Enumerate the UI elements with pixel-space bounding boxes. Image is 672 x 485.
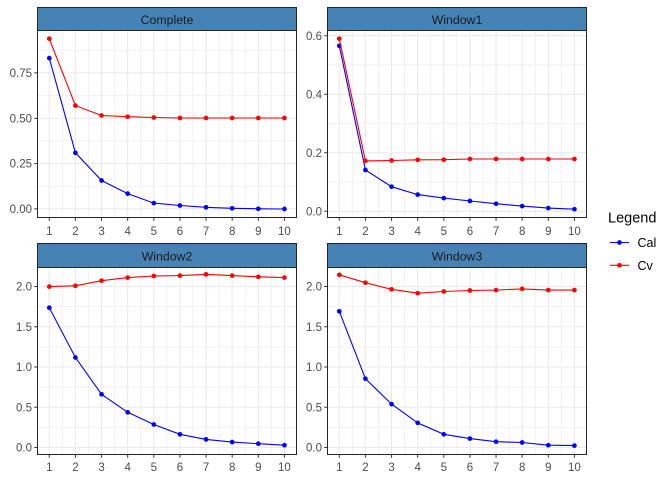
svg-text:1.0: 1.0 (306, 362, 322, 374)
svg-text:10: 10 (568, 226, 581, 238)
svg-text:Window2: Window2 (142, 250, 193, 264)
svg-text:5: 5 (441, 462, 447, 474)
svg-text:5: 5 (151, 462, 157, 474)
svg-text:4: 4 (414, 462, 421, 474)
svg-text:3: 3 (98, 226, 104, 238)
svg-text:9: 9 (545, 462, 551, 474)
svg-text:0.6: 0.6 (306, 31, 322, 43)
svg-text:5: 5 (441, 226, 447, 238)
svg-text:8: 8 (519, 462, 525, 474)
svg-text:0.2: 0.2 (306, 148, 322, 160)
svg-text:8: 8 (229, 462, 235, 474)
svg-text:7: 7 (203, 462, 209, 474)
svg-text:1: 1 (46, 226, 52, 238)
svg-text:2: 2 (72, 462, 78, 474)
svg-text:0.4: 0.4 (306, 89, 323, 101)
svg-text:0.0: 0.0 (306, 206, 322, 218)
svg-text:8: 8 (519, 226, 525, 238)
svg-text:9: 9 (545, 226, 551, 238)
svg-text:Window3: Window3 (432, 250, 483, 264)
svg-text:6: 6 (467, 462, 473, 474)
svg-text:1: 1 (336, 226, 342, 238)
svg-text:0.00: 0.00 (10, 204, 32, 216)
svg-text:2: 2 (362, 462, 368, 474)
svg-text:10: 10 (568, 462, 581, 474)
svg-text:6: 6 (177, 462, 183, 474)
svg-text:4: 4 (414, 226, 421, 238)
svg-text:1.5: 1.5 (306, 322, 322, 334)
svg-text:Cal: Cal (638, 236, 657, 250)
svg-text:0.5: 0.5 (306, 402, 322, 414)
svg-text:10: 10 (278, 462, 291, 474)
svg-text:1.5: 1.5 (16, 322, 32, 334)
svg-text:4: 4 (124, 226, 131, 238)
svg-text:5: 5 (151, 226, 157, 238)
svg-text:Cv: Cv (638, 259, 654, 273)
svg-text:0.50: 0.50 (10, 114, 32, 126)
svg-text:2: 2 (72, 226, 78, 238)
svg-text:2.0: 2.0 (16, 282, 32, 294)
svg-text:7: 7 (493, 462, 499, 474)
svg-text:6: 6 (177, 226, 183, 238)
svg-text:0.25: 0.25 (10, 159, 32, 171)
svg-text:2.0: 2.0 (306, 282, 322, 294)
svg-text:1: 1 (46, 462, 52, 474)
svg-text:0.5: 0.5 (16, 402, 32, 414)
svg-text:3: 3 (388, 226, 394, 238)
svg-text:2: 2 (362, 226, 368, 238)
svg-text:8: 8 (229, 226, 235, 238)
svg-text:9: 9 (255, 226, 261, 238)
svg-text:0.75: 0.75 (10, 68, 32, 80)
svg-text:0.0: 0.0 (16, 443, 32, 455)
svg-text:Complete: Complete (141, 13, 194, 27)
svg-text:Window1: Window1 (432, 13, 483, 27)
svg-text:7: 7 (203, 226, 209, 238)
svg-text:Legend: Legend (608, 210, 656, 226)
svg-text:3: 3 (98, 462, 104, 474)
svg-text:6: 6 (467, 226, 473, 238)
svg-text:7: 7 (493, 226, 499, 238)
svg-text:3: 3 (388, 462, 394, 474)
svg-text:1.0: 1.0 (16, 362, 32, 374)
svg-text:9: 9 (255, 462, 261, 474)
svg-text:10: 10 (278, 226, 291, 238)
svg-text:4: 4 (124, 462, 131, 474)
svg-text:1: 1 (336, 462, 342, 474)
svg-text:0.0: 0.0 (306, 443, 322, 455)
